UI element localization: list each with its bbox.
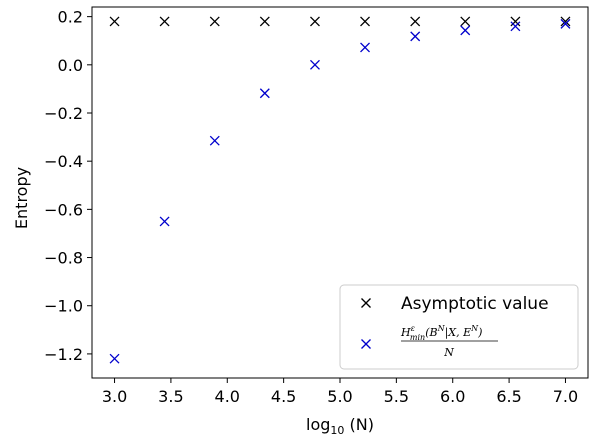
y-axis-label: Entropy — [12, 167, 31, 229]
x-tick-label: 3.5 — [158, 387, 183, 406]
hmin-marker — [109, 353, 120, 364]
y-tick-label: −1.2 — [44, 345, 83, 364]
asymptotic-value-marker — [109, 16, 120, 27]
legend-marker-hmin — [361, 339, 371, 349]
data-markers — [109, 16, 571, 364]
hmin-marker — [510, 21, 521, 32]
y-tick-label: −1.0 — [44, 297, 83, 316]
y-tick-label: −0.4 — [44, 152, 83, 171]
x-tick-label: 5.0 — [327, 387, 352, 406]
asymptotic-value-marker — [209, 16, 220, 27]
x-axis-ticks: 3.0 3.5 4.0 4.5 5.0 5.5 6.0 6.5 7.0 — [102, 378, 578, 406]
asymptotic-value-marker — [410, 16, 421, 27]
legend-cross-hmin — [361, 339, 371, 349]
hmin-marker — [460, 25, 471, 36]
x-tick-label: 5.5 — [384, 387, 409, 406]
hmin-marker — [209, 135, 220, 146]
y-axis-ticks: 0.2 0.0 −0.2 −0.4 −0.6 −0.8 −1.0 −1.2 — [44, 8, 92, 364]
asymptotic-value-marker — [259, 16, 270, 27]
x-tick-label: 3.0 — [102, 387, 127, 406]
x-tick-label: 4.5 — [271, 387, 296, 406]
hmin-marker — [410, 31, 421, 42]
x-tick-label: 6.5 — [496, 387, 521, 406]
hmin-marker — [560, 18, 571, 29]
hmin-marker — [159, 216, 170, 227]
hmin-marker — [360, 42, 370, 53]
legend-marker-asymptotic — [361, 298, 371, 308]
asymptotic-value-marker — [159, 16, 170, 27]
x-tick-label: 7.0 — [553, 387, 578, 406]
asymptotic-value-marker — [460, 16, 471, 27]
legend-cross-asymptotic — [361, 298, 371, 308]
legend: Asymptotic value Hε min(BN|X, EN) N — [339, 284, 579, 370]
hmin-marker — [259, 88, 270, 99]
y-tick-label: 0.0 — [58, 56, 83, 75]
x-tick-label: 4.0 — [215, 387, 240, 406]
x-tick-label: 6.0 — [440, 387, 465, 406]
y-tick-label: −0.2 — [44, 104, 83, 123]
asymptotic-value-marker — [560, 16, 571, 27]
y-tick-label: −0.6 — [44, 200, 83, 219]
hmin-marker — [310, 59, 320, 70]
asymptotic-value-marker — [510, 16, 521, 27]
legend-frame — [339, 284, 579, 370]
asymptotic-value-marker — [360, 16, 370, 27]
legend-fraction-denominator: N — [443, 346, 454, 359]
legend-label-asymptotic: Asymptotic value — [401, 294, 549, 314]
asymptotic-value-marker — [310, 16, 320, 27]
y-tick-label: 0.2 — [58, 8, 83, 27]
y-tick-label: −0.8 — [44, 249, 83, 268]
legend-label-hmin: Hε min(BN|X, EN) N — [400, 324, 498, 359]
x-axis-label: log10 (N) — [306, 415, 374, 437]
